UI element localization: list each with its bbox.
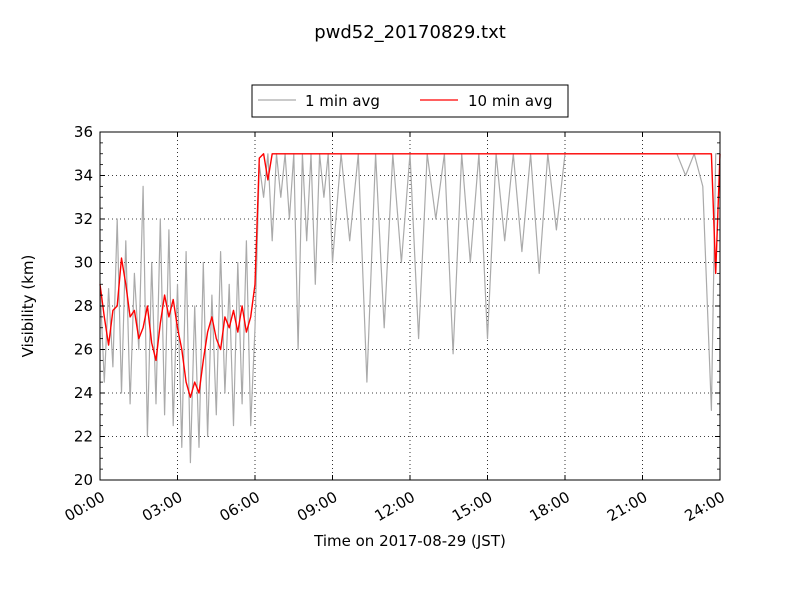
y-tick-label: 32 bbox=[74, 210, 93, 228]
y-tick-label: 26 bbox=[74, 341, 93, 359]
y-tick-label: 36 bbox=[74, 123, 93, 141]
x-tick-label: 06:00 bbox=[217, 488, 263, 525]
legend-label-1min: 1 min avg bbox=[305, 92, 380, 110]
legend: 1 min avg 10 min avg bbox=[251, 84, 569, 118]
x-tick-label: 00:00 bbox=[62, 488, 108, 525]
y-tick-label: 28 bbox=[74, 297, 93, 315]
x-axis-label: Time on 2017-08-29 (JST) bbox=[313, 532, 506, 550]
y-tick-label: 30 bbox=[74, 254, 93, 272]
grid bbox=[99, 131, 721, 481]
y-axis-label: Visibility (km) bbox=[19, 255, 37, 358]
x-tick-label: 21:00 bbox=[604, 488, 650, 525]
legend-box bbox=[251, 84, 569, 118]
y-tick-label: 24 bbox=[74, 384, 93, 402]
series-layer bbox=[99, 153, 721, 464]
x-tick-label: 24:00 bbox=[682, 488, 728, 525]
x-tick-label: 03:00 bbox=[139, 488, 185, 525]
x-tick-label: 09:00 bbox=[294, 488, 340, 525]
series-line-1min bbox=[99, 153, 720, 464]
x-tick-label: 15:00 bbox=[449, 488, 495, 525]
chart-title: pwd52_20170829.txt bbox=[314, 22, 506, 43]
legend-label-10min: 10 min avg bbox=[468, 92, 553, 110]
y-tick-label: 22 bbox=[74, 428, 93, 446]
x-tick-label: 12:00 bbox=[372, 488, 418, 525]
y-tick-label: 34 bbox=[74, 167, 93, 185]
y-tick-label: 20 bbox=[74, 471, 93, 489]
x-tick-label: 18:00 bbox=[527, 488, 573, 525]
series-line-10min bbox=[99, 153, 721, 398]
